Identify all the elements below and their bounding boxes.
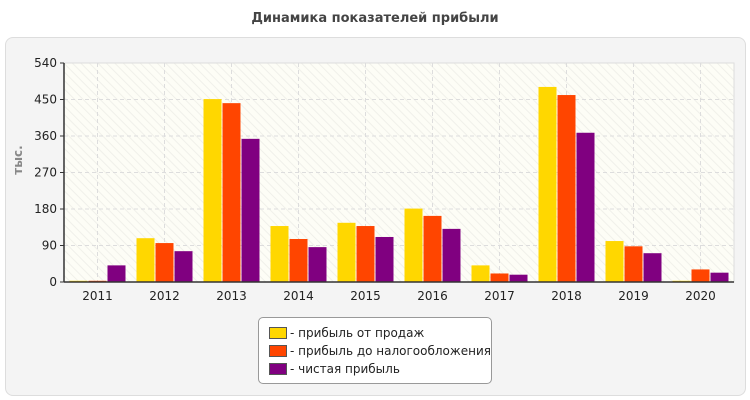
x-tick-label: 2020 xyxy=(685,289,716,303)
x-tick-label: 2011 xyxy=(82,289,113,303)
bar-2013-series-1 xyxy=(203,99,222,282)
x-tick-label: 2013 xyxy=(216,289,247,303)
x-tick-label: 2017 xyxy=(484,289,515,303)
x-tick-label: 2018 xyxy=(551,289,582,303)
x-tick-label: 2019 xyxy=(618,289,649,303)
legend-label: - прибыль до налогообложения xyxy=(290,344,491,358)
bar-2019-series-2 xyxy=(624,246,643,282)
bar-2011-series-3 xyxy=(107,265,126,282)
bar-2018-series-3 xyxy=(576,132,595,282)
bar-2013-series-3 xyxy=(241,138,260,282)
legend-item: - прибыль от продаж xyxy=(269,324,491,342)
legend: - прибыль от продаж - прибыль до налогооб… xyxy=(258,317,492,384)
bar-2017-series-1 xyxy=(471,265,490,282)
bar-2014-series-1 xyxy=(270,226,289,282)
bar-2020-series-3 xyxy=(710,272,729,282)
legend-label: - прибыль от продаж xyxy=(290,326,425,340)
bar-2015-series-3 xyxy=(375,236,394,282)
y-tick-label: 0 xyxy=(49,275,57,289)
bar-2017-series-2 xyxy=(490,273,509,282)
legend-swatch xyxy=(269,363,287,375)
legend-swatch xyxy=(269,327,287,339)
bar-2016-series-3 xyxy=(442,228,461,282)
x-tick-label: 2012 xyxy=(149,289,180,303)
bar-2017-series-3 xyxy=(509,274,528,282)
bar-2019-series-3 xyxy=(643,253,662,282)
x-tick-label: 2015 xyxy=(350,289,381,303)
bar-2013-series-2 xyxy=(222,103,241,283)
bar-2015-series-1 xyxy=(337,222,356,282)
bar-2014-series-2 xyxy=(289,239,308,282)
y-tick-label: 270 xyxy=(34,166,57,180)
legend-item: - чистая прибыль xyxy=(269,360,491,378)
legend-item: - прибыль до налогообложения xyxy=(269,342,491,360)
y-tick-label: 450 xyxy=(34,93,57,107)
bar-2020-series-2 xyxy=(691,269,710,282)
bar-2012-series-1 xyxy=(136,238,155,282)
x-tick-label: 2016 xyxy=(417,289,448,303)
y-tick-label: 90 xyxy=(42,239,57,253)
bar-2016-series-1 xyxy=(404,208,423,282)
bar-2019-series-1 xyxy=(605,241,624,282)
bar-2012-series-2 xyxy=(155,243,174,282)
legend-swatch xyxy=(269,345,287,357)
bar-2015-series-2 xyxy=(356,226,375,282)
chart-title: Динамика показателей прибыли xyxy=(251,11,499,26)
y-tick-label: 180 xyxy=(34,202,57,216)
bar-2018-series-2 xyxy=(557,95,576,283)
y-tick-label: 360 xyxy=(34,129,57,143)
legend-label: - чистая прибыль xyxy=(290,362,400,376)
y-tick-label: 540 xyxy=(34,56,57,70)
x-tick-label: 2014 xyxy=(283,289,314,303)
bar-2012-series-3 xyxy=(174,251,193,282)
bar-2014-series-3 xyxy=(308,247,327,282)
bar-2018-series-1 xyxy=(538,86,557,282)
y-axis-label: тыс. xyxy=(11,145,25,174)
bar-2016-series-2 xyxy=(423,215,442,282)
